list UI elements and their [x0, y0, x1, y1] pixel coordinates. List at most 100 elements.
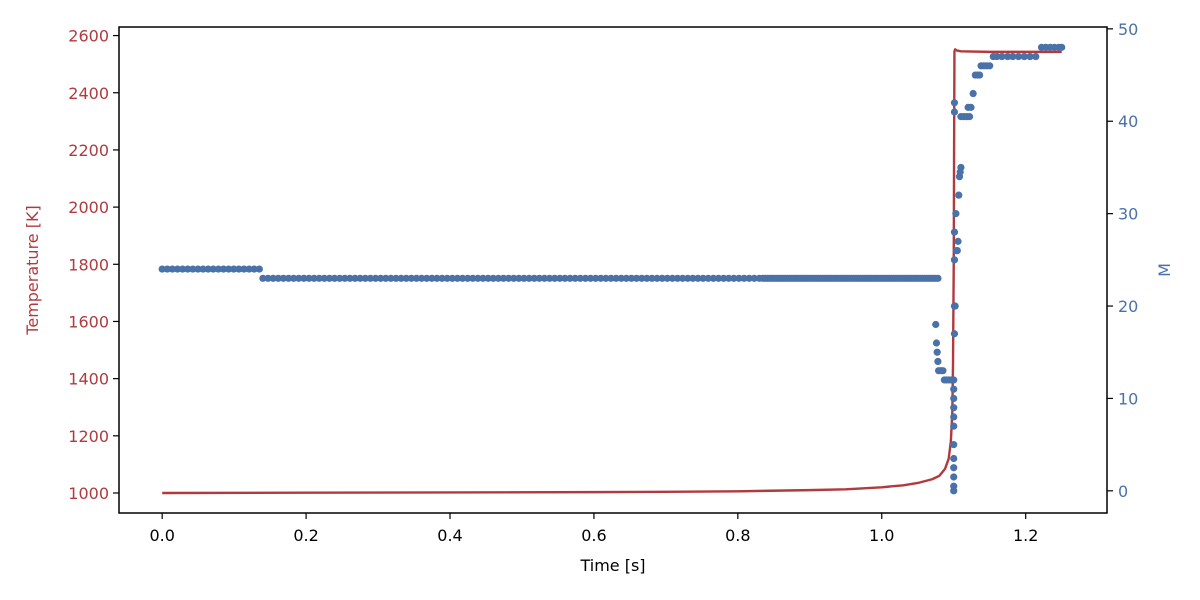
m-scatter-point: [950, 422, 958, 430]
m-scatter-point: [950, 394, 958, 403]
m-scatter-point: [950, 482, 958, 490]
m-scatter-point: [387, 274, 395, 282]
axes-frame: [118, 26, 1108, 514]
m-scatter-point: [214, 265, 223, 273]
m-scatter-point: [479, 274, 487, 282]
m-scatter-point: [397, 274, 405, 282]
right-y-tick-label: 10: [1118, 389, 1138, 408]
m-scatter-point: [735, 274, 743, 282]
m-scatter-point: [310, 274, 318, 282]
m-scatter-point: [679, 274, 687, 282]
m-scatter-point: [515, 274, 523, 282]
x-axis-label: Time [s]: [579, 556, 645, 575]
m-scatter-point: [484, 274, 492, 282]
m-scatter-point: [597, 274, 605, 282]
m-scatter-point: [745, 274, 753, 282]
m-scatter-point: [694, 274, 702, 282]
m-scatter-point: [950, 441, 958, 449]
m-scatter-point: [469, 274, 477, 282]
m-scatter-point: [184, 265, 192, 273]
m-scatter-point: [259, 274, 267, 282]
m-scatter-point: [993, 52, 1001, 61]
m-scatter-point: [489, 274, 497, 282]
m-scatter-point: [295, 274, 303, 282]
m-scatter-point: [953, 247, 961, 255]
m-scatter-point: [576, 274, 584, 282]
tick-layer: 1000 1200 1400 1600 1800 2000 2200 2400 2600 0 10 2…: [68, 20, 1138, 545]
m-scatter-point: [361, 274, 369, 282]
m-scatter-point: [730, 274, 738, 282]
m-scatter-point: [998, 52, 1006, 61]
m-scatter-point: [551, 274, 559, 282]
m-scatter-point: [952, 210, 960, 218]
m-scatter-point: [540, 274, 549, 282]
x-tick-label: 0.0: [149, 526, 174, 545]
m-scatter-point: [955, 191, 963, 199]
left-y-tick-label: 2200: [68, 141, 109, 160]
m-scatter-point: [341, 274, 349, 282]
m-scatter-point: [163, 265, 171, 273]
m-scatter-point: [382, 274, 390, 282]
m-scatter-point: [530, 274, 538, 282]
m-scatter-point: [607, 274, 615, 282]
m-scatter-point: [418, 274, 426, 282]
m-scatter-point: [274, 274, 282, 282]
right-y-tick-label: 50: [1118, 20, 1138, 39]
m-scatter-point: [653, 274, 661, 282]
right-y-tick-label: 20: [1118, 297, 1138, 316]
m-scatter-point: [336, 274, 344, 282]
m-scatter-point: [240, 265, 248, 273]
m-scatter-point: [750, 274, 758, 282]
m-scatter-point: [950, 228, 959, 236]
m-scatter-point: [932, 339, 941, 347]
left-y-tick-label: 1800: [68, 255, 109, 274]
m-scatter-point: [209, 265, 217, 273]
m-scatter-point: [438, 274, 446, 282]
m-scatter-point: [392, 274, 400, 282]
m-scatter-point: [250, 265, 258, 273]
m-scatter-point: [950, 454, 958, 463]
m-scatter-point: [245, 265, 253, 273]
left-y-tick-label: 2400: [68, 84, 109, 103]
m-scatter-point: [566, 274, 574, 282]
temperature-line: [162, 48, 1062, 495]
m-scatter-point: [934, 357, 942, 366]
m-scatter-point: [556, 274, 564, 282]
m-scatter-point: [189, 265, 197, 273]
m-scatter-point: [264, 274, 272, 282]
m-scatter-point: [255, 265, 263, 273]
m-scatter-point: [1032, 52, 1040, 61]
m-scatter-point: [225, 265, 233, 273]
m-scatter-point: [1004, 52, 1012, 61]
m-scatter-point: [377, 274, 385, 282]
m-scatter-point: [950, 108, 959, 116]
left-y-tick-label: 1600: [68, 312, 109, 331]
m-scatter-point: [950, 473, 958, 481]
m-scatter-point: [199, 265, 207, 273]
m-scatter-point: [464, 274, 472, 282]
left-y-axis-label: Temperature [K]: [23, 205, 42, 335]
x-tick-label: 1.2: [1013, 526, 1038, 545]
m-scatter-point: [950, 464, 958, 472]
m-scatter-point: [510, 274, 518, 282]
left-y-tick-label: 1000: [68, 484, 109, 503]
m-scatter-point: [932, 320, 940, 329]
m-scatter-point: [561, 274, 569, 282]
m-scatter-point: [356, 274, 364, 282]
m-scatter-point: [725, 274, 733, 282]
m-scatter-point: [499, 274, 508, 282]
m-scatter-point: [525, 274, 533, 282]
m-scatter-point: [602, 274, 610, 282]
m-scatter-point: [219, 265, 228, 273]
m-scatter-point: [1009, 52, 1017, 61]
m-scatter-point: [173, 265, 182, 273]
x-tick-label: 0.2: [293, 526, 318, 545]
m-scatter-point: [704, 274, 712, 282]
m-scatter-point: [284, 274, 293, 282]
x-tick-label: 0.4: [437, 526, 462, 545]
x-tick-label: 1.0: [869, 526, 894, 545]
m-scatter-point: [351, 274, 359, 282]
m-scatter-point: [305, 274, 313, 282]
m-scatter-point: [423, 274, 431, 282]
